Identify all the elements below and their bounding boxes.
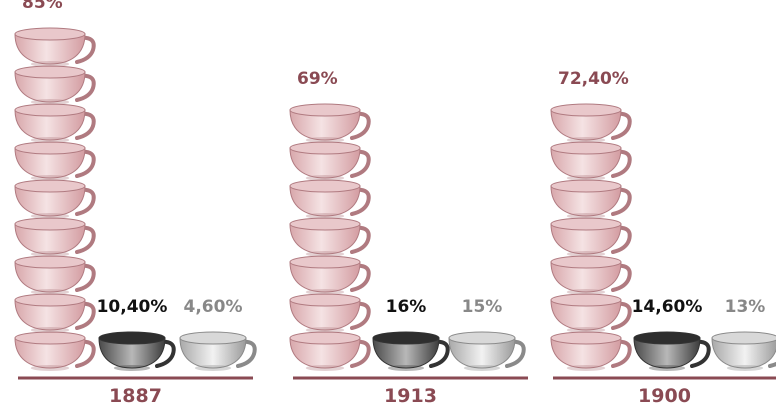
cup-mark-1900-series1-1 xyxy=(550,331,632,371)
data-label-1900-series2: 14,60% xyxy=(632,297,703,317)
cup-mark-1900-series1-7 xyxy=(550,103,632,143)
cup-mark-1900-series3-1 xyxy=(711,331,776,371)
cup-mark-1887-series2-1 xyxy=(98,331,176,371)
cup-mark-1887-series1-2 xyxy=(14,293,96,333)
category-label-1913: 1913 xyxy=(384,385,437,407)
cup-mark-1887-series1-4 xyxy=(14,217,96,257)
cup-mark-1887-series1-6 xyxy=(14,141,96,181)
data-label-1900-series1: 72,40% xyxy=(558,69,629,89)
cup-mark-1913-series1-1 xyxy=(289,331,371,371)
cup-mark-1913-series1-2 xyxy=(289,293,371,333)
cup-mark-1913-series1-7 xyxy=(289,103,371,143)
cup-mark-1887-series1-7 xyxy=(14,103,96,143)
cup-mark-1913-series1-3 xyxy=(289,255,371,295)
cup-mark-1887-series1-1 xyxy=(14,331,96,371)
cup-mark-1887-series1-5 xyxy=(14,179,96,219)
cup-mark-1913-series1-6 xyxy=(289,141,371,181)
cup-mark-1913-series1-5 xyxy=(289,179,371,219)
category-label-1887: 1887 xyxy=(109,385,162,407)
cup-mark-1913-series3-1 xyxy=(448,331,526,371)
data-label-1913-series2: 16% xyxy=(386,297,427,317)
cup-mark-1900-series2-1 xyxy=(633,331,711,371)
cup-mark-1900-series1-6 xyxy=(550,141,632,181)
cup-mark-1913-series1-4 xyxy=(289,217,371,257)
data-label-1900-series3: 13% xyxy=(725,297,766,317)
cup-mark-1887-series1-9 xyxy=(14,27,96,67)
cup-mark-1900-series1-2 xyxy=(550,293,632,333)
category-label-1900: 1900 xyxy=(638,385,691,407)
data-label-1913-series1: 69% xyxy=(297,69,338,89)
data-label-1887-series3: 4,60% xyxy=(184,297,243,317)
data-label-1887-series2: 10,40% xyxy=(97,297,168,317)
cup-mark-1913-series2-1 xyxy=(372,331,450,371)
cup-mark-1887-series1-3 xyxy=(14,255,96,295)
data-label-1913-series3: 15% xyxy=(462,297,503,317)
cup-mark-1887-series3-1 xyxy=(179,331,257,371)
cup-mark-1900-series1-3 xyxy=(550,255,632,295)
cup-mark-1887-series1-8 xyxy=(14,65,96,105)
cup-mark-1900-series1-5 xyxy=(550,179,632,219)
data-label-1887-series1: 85% xyxy=(22,0,63,13)
cup-mark-1900-series1-4 xyxy=(550,217,632,257)
